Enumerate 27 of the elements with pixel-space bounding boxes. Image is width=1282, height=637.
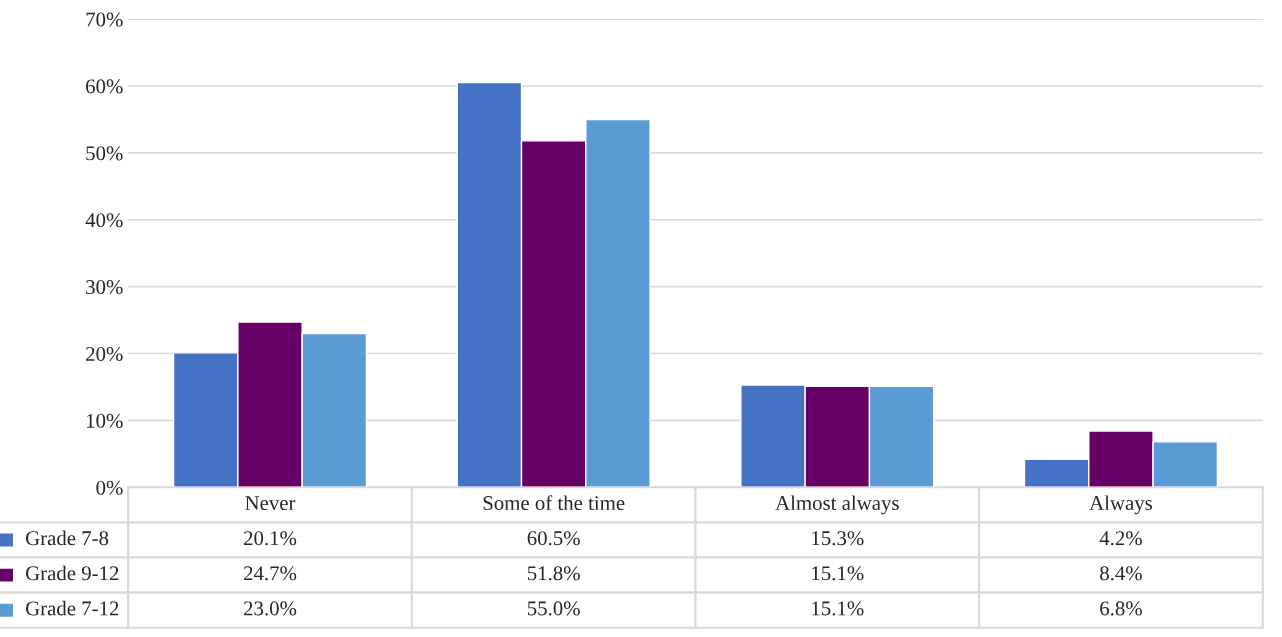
y-tick-label: 10% — [86, 413, 123, 428]
legend-label: Grade 7-8 — [25, 530, 109, 546]
data-label: 51.8% — [527, 566, 580, 581]
data-label: 55.0% — [527, 601, 580, 616]
y-tick-label: 60% — [86, 79, 123, 94]
x-tick-label: Some of the time — [483, 495, 625, 511]
data-label: 6.8% — [1100, 601, 1142, 616]
y-tick-label: 30% — [86, 280, 123, 295]
data-label: 60.5% — [527, 531, 580, 546]
data-label: 23.0% — [244, 601, 297, 616]
data-label: 15.3% — [812, 531, 864, 546]
data-label: 4.2% — [1099, 531, 1142, 546]
data-label: 15.1% — [812, 601, 864, 616]
y-tick-label: 50% — [86, 146, 123, 161]
y-tick-label: 20% — [86, 346, 123, 362]
x-tick-label: Almost always — [775, 495, 899, 515]
data-label: 20.1% — [244, 531, 297, 546]
legend-label: Grade 7-12 — [25, 600, 119, 616]
y-tick-label: 40% — [85, 213, 123, 228]
legend-label: Grade 9-12 — [25, 565, 119, 581]
data-label: 24.7% — [244, 566, 297, 581]
data-label: 8.4% — [1100, 566, 1142, 581]
x-tick-label: Never — [245, 496, 296, 511]
data-label: 15.1% — [812, 566, 864, 581]
y-tick-label: 70% — [86, 12, 123, 27]
y-tick-label: 0% — [96, 480, 123, 495]
x-tick-label: Always — [1089, 495, 1153, 515]
